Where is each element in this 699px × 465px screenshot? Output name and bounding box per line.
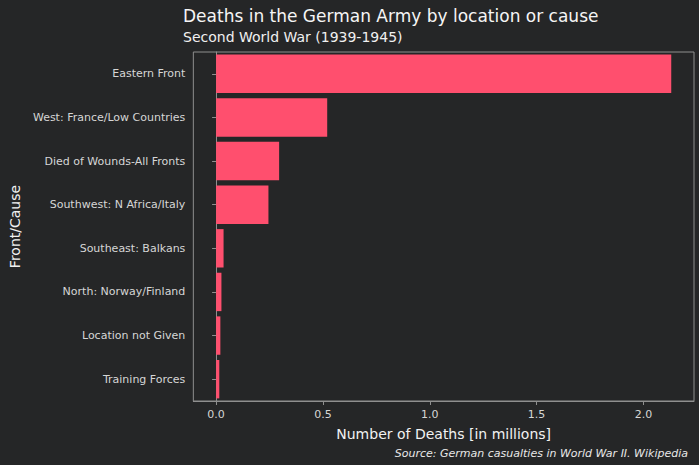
- svg-text:Eastern Front: Eastern Front: [112, 67, 186, 80]
- svg-text:Number of Deaths [in millions]: Number of Deaths [in millions]: [336, 426, 551, 442]
- svg-text:2.0: 2.0: [635, 408, 653, 421]
- svg-text:Second World War (1939-1945): Second World War (1939-1945): [183, 29, 403, 45]
- svg-text:1.0: 1.0: [421, 408, 439, 421]
- svg-text:Source: German casualties in W: Source: German casualties in World War I…: [395, 447, 688, 460]
- svg-text:Died of Wounds-All Fronts: Died of Wounds-All Fronts: [44, 155, 185, 168]
- svg-text:Front/Cause: Front/Cause: [7, 185, 23, 268]
- svg-text:Location not Given: Location not Given: [82, 329, 185, 342]
- svg-text:North: Norway/Finland: North: Norway/Finland: [63, 285, 186, 298]
- svg-text:0.5: 0.5: [314, 408, 332, 421]
- svg-text:Deaths in the German Army by l: Deaths in the German Army by location or…: [183, 6, 598, 26]
- svg-text:Southwest: N Africa/Italy: Southwest: N Africa/Italy: [50, 198, 186, 211]
- svg-text:1.5: 1.5: [528, 408, 546, 421]
- svg-text:Southeast: Balkans: Southeast: Balkans: [80, 242, 186, 255]
- svg-text:Training Forces: Training Forces: [102, 373, 186, 386]
- svg-text:West: France/Low Countries: West: France/Low Countries: [33, 111, 186, 124]
- svg-text:0.0: 0.0: [207, 408, 225, 421]
